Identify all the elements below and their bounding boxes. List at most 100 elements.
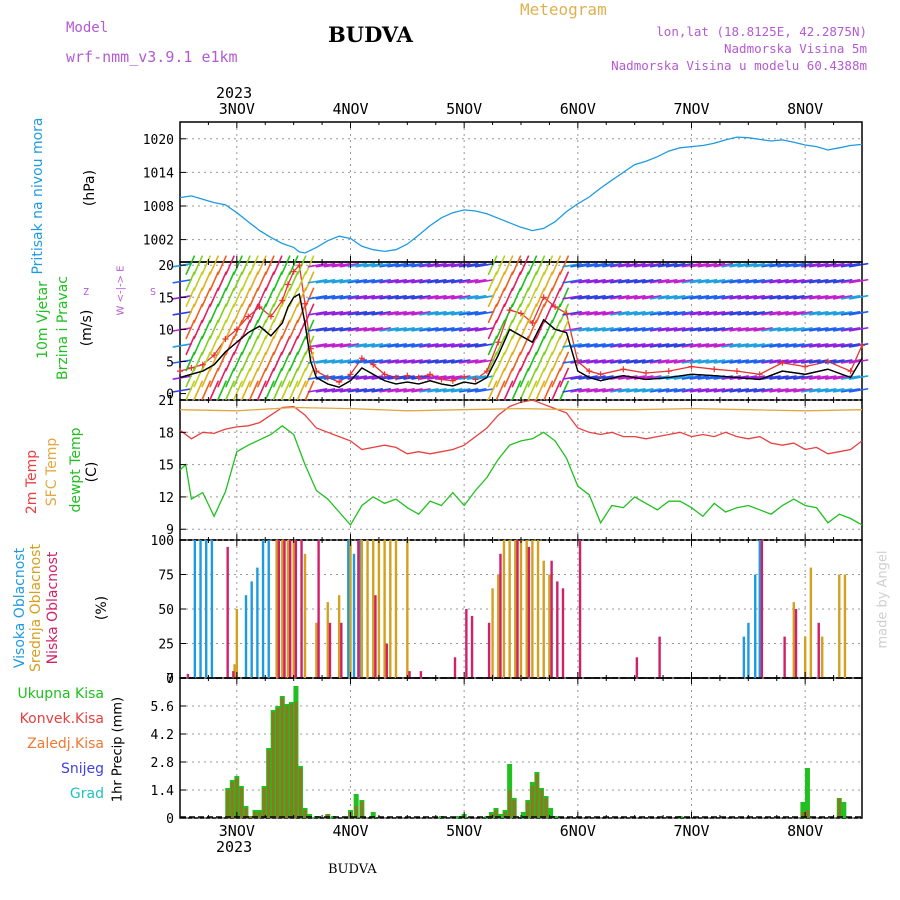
wind-barb — [681, 375, 702, 380]
wind-barb — [217, 303, 227, 324]
wind-barb — [641, 343, 662, 348]
wind-barb — [761, 278, 781, 284]
wind-barb — [618, 388, 638, 393]
wind-barb — [458, 359, 479, 364]
bar-visoka-oblacnost — [747, 622, 750, 678]
wind-barb — [395, 388, 415, 393]
gust-marker — [643, 370, 650, 377]
wind-barb — [403, 295, 423, 300]
gust-marker — [324, 374, 331, 381]
wind-barb — [570, 375, 590, 380]
wind-barb — [466, 359, 487, 364]
wind-barb — [387, 388, 407, 393]
wind-barb — [233, 255, 243, 276]
wind-barb — [737, 388, 757, 393]
wind-barb — [721, 327, 742, 332]
wind-barb — [435, 327, 455, 332]
wind-barb — [816, 278, 837, 284]
wind-barb — [411, 388, 431, 393]
gust-marker — [802, 363, 809, 370]
wind-barb — [296, 335, 307, 356]
bar-srednja-oblacnost — [337, 595, 341, 678]
wind-barb — [339, 388, 360, 393]
wind-barb — [201, 335, 211, 356]
precip-unit: 1hr Precip (mm) — [110, 696, 126, 803]
wind-barb — [339, 375, 360, 380]
gust-marker — [245, 313, 252, 320]
wind-barb — [618, 278, 638, 284]
wind-barb — [395, 327, 415, 332]
bar-niska-oblacnost — [283, 540, 286, 678]
wind-barb — [209, 319, 219, 340]
wind-barb — [535, 303, 546, 324]
wind-barb — [503, 319, 514, 340]
wind-barb — [801, 359, 821, 364]
bar-srednja-oblacnost — [326, 602, 329, 678]
wind-barb — [665, 295, 686, 300]
bar-srednja-oblacnost — [502, 540, 506, 678]
wind-barb — [673, 359, 694, 364]
y-tick-label: 20 — [158, 259, 174, 274]
wind-barb — [272, 367, 283, 388]
wind-barb — [729, 359, 750, 364]
wind-barb — [761, 295, 781, 300]
bar-niska-oblacnost — [453, 657, 457, 678]
gust-marker — [347, 371, 354, 378]
wind-barb — [578, 295, 598, 300]
wind-barb — [519, 380, 530, 401]
y-tick-label: 10 — [158, 323, 174, 338]
bar-niska-oblacnost — [783, 636, 786, 678]
day-label-bottom: 7NOV — [673, 822, 709, 840]
wind-barb — [848, 388, 869, 393]
wind-barb — [435, 311, 455, 316]
wind-barb — [848, 278, 869, 284]
bar-srednja-oblacnost — [497, 574, 500, 678]
wind-barb — [450, 343, 471, 348]
wind-barb — [427, 327, 447, 332]
wind-barb — [315, 343, 336, 348]
bar-srednja-oblacnost — [508, 540, 511, 678]
bar-niska-oblacnost — [465, 609, 468, 678]
wind-barb — [777, 388, 797, 393]
wind-barb — [466, 295, 487, 300]
wind-barb — [610, 388, 630, 393]
wind-barb — [745, 327, 765, 332]
wind-barb — [705, 327, 726, 332]
wind-barb — [503, 255, 514, 276]
gust-marker — [427, 371, 434, 378]
wind-barb — [832, 262, 853, 268]
wind-barb — [355, 295, 376, 300]
bar-konvek.kisa — [235, 778, 239, 818]
bar-visoka-oblacnost — [352, 553, 356, 678]
bar-niska-oblacnost — [561, 588, 565, 678]
wind-barb — [737, 327, 757, 332]
wind-barb — [641, 375, 662, 380]
gust-marker — [688, 363, 695, 370]
gust-marker — [284, 281, 291, 288]
wind-barb — [793, 262, 813, 268]
wind-barb — [347, 295, 368, 300]
bar-ukupna-kisa — [520, 812, 526, 818]
wind-barb — [753, 278, 773, 284]
wind-barb — [474, 278, 495, 284]
wind-barb — [225, 287, 235, 308]
wind-barb — [347, 262, 368, 268]
wind-barb — [777, 295, 797, 300]
wind-barb — [633, 359, 654, 364]
wind-barb — [371, 295, 391, 300]
wind-barb — [697, 343, 718, 348]
bar-konvek.kisa — [294, 702, 298, 818]
wind-barb — [172, 388, 193, 393]
wind-barb — [450, 359, 471, 364]
precip-hail-label: Grad — [69, 786, 104, 802]
temp-2m-label: 2m Temp — [24, 449, 40, 515]
temp-sfc-label: SFC Temp — [44, 437, 60, 507]
wind-barb — [535, 335, 546, 356]
wind-barb — [411, 295, 431, 300]
wind-barb — [201, 380, 211, 401]
wind-barb — [487, 351, 498, 372]
gust-marker — [256, 303, 263, 310]
wind-barb — [769, 375, 789, 380]
wind-barb — [535, 380, 546, 401]
wind-barb — [793, 343, 813, 348]
